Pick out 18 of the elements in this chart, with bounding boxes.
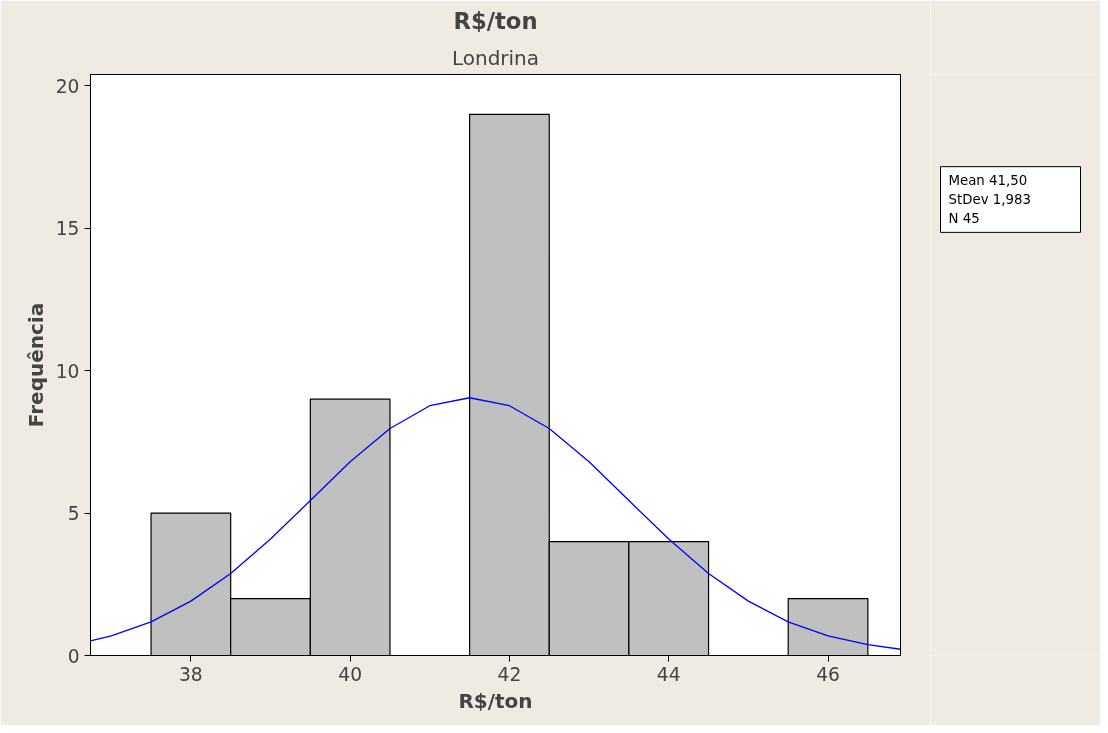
y-tick-label: 5 [67, 503, 80, 525]
y-tick-label: 20 [55, 75, 80, 97]
x-tick-label: 40 [338, 663, 363, 685]
y-tick-label: 15 [55, 218, 80, 240]
x-axis-title: R$/ton [458, 688, 533, 713]
x-tick-label: 38 [178, 663, 203, 685]
y-axis-title: Frequência [23, 302, 48, 428]
text: StDev 1,983 [948, 192, 1031, 208]
x-tick-label: 44 [656, 663, 681, 685]
x-tick-label: 42 [497, 663, 522, 685]
x-tick-label: 46 [816, 663, 840, 685]
text: Mean 41,50 [948, 172, 1028, 188]
y-tick-label: 10 [55, 360, 80, 382]
y-tick-label: 0 [67, 645, 80, 667]
chart-subtitle: Londrina [451, 45, 540, 70]
chart-title: R$/ton [453, 7, 538, 34]
text: N 45 [948, 211, 980, 227]
line-series [90, 397, 901, 650]
